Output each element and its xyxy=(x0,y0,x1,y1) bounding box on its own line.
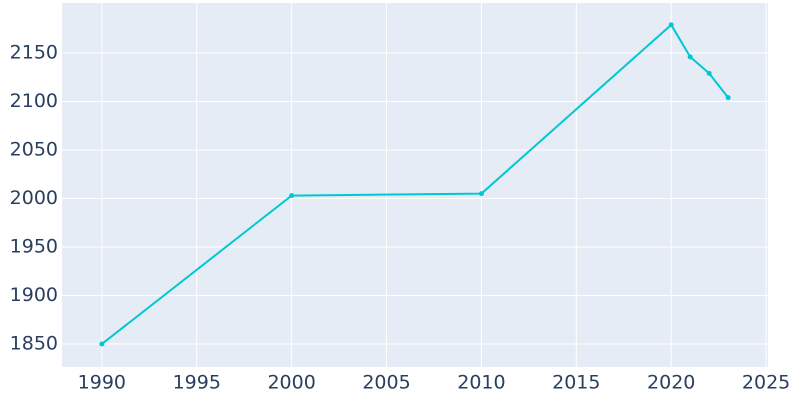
y-tick-label: 2150 xyxy=(10,41,58,63)
plot-area xyxy=(62,3,768,367)
y-tick-label: 2100 xyxy=(10,90,58,112)
point xyxy=(289,193,295,199)
x-tick-label: 1990 xyxy=(78,372,126,394)
x-tick-label: 2005 xyxy=(362,372,410,394)
y-tick-label: 2000 xyxy=(10,187,58,209)
y-tick-label: 1950 xyxy=(10,235,58,257)
point xyxy=(725,95,731,101)
point xyxy=(99,341,105,347)
point xyxy=(478,191,484,197)
x-tick-label: 2015 xyxy=(552,372,600,394)
point xyxy=(706,70,712,76)
y-tick-label: 1850 xyxy=(10,333,58,355)
x-tick-label: 1995 xyxy=(173,372,221,394)
y-tick-label: 2050 xyxy=(10,138,58,160)
point xyxy=(687,54,693,60)
x-tick-label: 2020 xyxy=(647,372,695,394)
x-tick-label: 2000 xyxy=(267,372,315,394)
x-tick-label: 2025 xyxy=(742,372,790,394)
point xyxy=(668,22,674,28)
y-tick-label: 1900 xyxy=(10,284,58,306)
x-tick-label: 2010 xyxy=(457,372,505,394)
